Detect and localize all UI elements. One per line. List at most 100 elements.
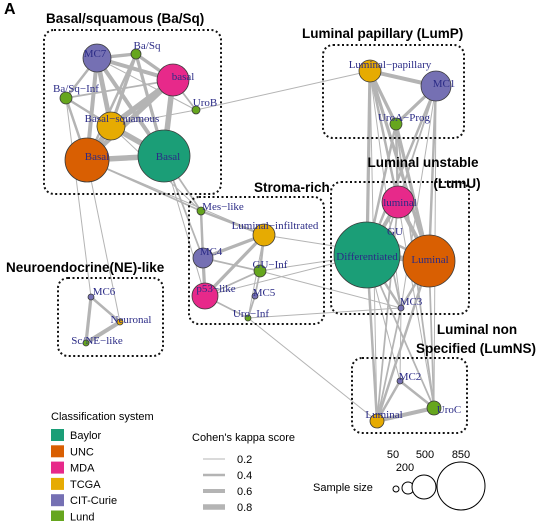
edge-UroInf-LuminalTCGA [247, 317, 378, 422]
edge-MC2-LuminalTCGA [375, 379, 402, 423]
node-label-MC7: MC7 [84, 48, 107, 60]
node-LumInf [252, 223, 276, 247]
kappa-label-0.4: 0.4 [237, 470, 252, 482]
lump-title: Luminal papillary (LumP) [302, 26, 463, 41]
size-label-200: 200 [396, 462, 414, 474]
node-label-LuminalTCGA: Luminal [365, 409, 402, 421]
node-MC1 [420, 70, 452, 102]
node-LuminalTCGA [369, 413, 385, 429]
node-BaSqLund [130, 48, 142, 60]
panel-label: A [4, 1, 16, 18]
node-GUInf [253, 264, 267, 278]
legend-swatch-Baylor [51, 429, 64, 441]
size-legend-title: Sample size [313, 482, 373, 494]
node-label-UroAProg: UroA−Prog [378, 112, 431, 124]
lumns-group-box [351, 357, 468, 434]
edge-LuminalTCGA-UroC [375, 406, 436, 423]
lump-group-box [322, 44, 465, 139]
node-label-luminalMDA: luminal [383, 197, 417, 209]
legend-label-Baylor: Baylor [70, 430, 102, 442]
size-label-850: 850 [452, 449, 470, 461]
node-layer [59, 43, 456, 429]
edge-luminalMDA-UroC [397, 201, 435, 409]
edge-BasalUNC-Neuronal [86, 159, 121, 323]
node-label-BasalBaylor: Basal [156, 151, 180, 163]
node-label-MC6: MC6 [93, 286, 116, 298]
lumu-title-line2: (LumU) [433, 176, 480, 191]
node-MesLike [196, 206, 206, 216]
node-MC7 [82, 43, 112, 73]
node-LuminalUNC [402, 234, 456, 288]
kappa-legend: Cohen's kappa score 0.2 0.4 0.6 0.8 [192, 432, 295, 514]
edge-MC1-LuminalUNC [427, 84, 438, 263]
ne-title: Neuroendocrine(NE)-like [6, 260, 165, 275]
node-label-UroB: UroB [193, 97, 217, 109]
legend-label-UNC: UNC [70, 446, 94, 458]
legend-label-Lund: Lund [70, 512, 94, 521]
stroma-title: Stroma-rich [254, 180, 330, 195]
stroma-group-box [188, 196, 325, 325]
node-label-LuminalUNC: Luminal [411, 254, 448, 266]
node-label-MC1: MC1 [433, 78, 456, 90]
node-label-MesLike: Mes−like [202, 201, 244, 213]
node-label-UroInf: Uro−Inf [233, 308, 269, 320]
edge-LumPap-LuminalUNC [368, 69, 431, 263]
node-UroAProg [389, 117, 403, 131]
node-label-LumInf: Luminal−infiltrated [232, 220, 319, 232]
node-label-Differentiated: Differentiated [336, 251, 398, 263]
node-label-LumPap: Luminal−papillary [349, 59, 432, 71]
node-label-MC4: MC4 [200, 246, 223, 258]
node-MC6 [87, 293, 95, 301]
node-label-MC5: MC5 [253, 287, 276, 299]
node-label-GU: GU [387, 226, 403, 238]
node-MC2 [396, 377, 404, 385]
node-MC5 [251, 292, 259, 300]
edge-UroB-LumPap [195, 70, 371, 111]
kappa-label-0.8: 0.8 [237, 502, 252, 514]
node-UroInf [244, 314, 252, 322]
edge-BaSqInf-basalMDA [65, 79, 174, 99]
size-circle-500 [411, 474, 437, 500]
edge-MC7-UroB [96, 57, 197, 111]
legend-label-CIT-Curie: CIT-Curie [70, 495, 117, 507]
node-BaSqInf [59, 91, 73, 105]
node-ScNE [82, 339, 90, 347]
lumns-title-line1: Luminal non [437, 322, 517, 337]
edge-MC6-Neuronal [89, 295, 122, 324]
node-BasalBaylor [137, 129, 191, 183]
node-UroB [191, 105, 201, 115]
node-UroC [426, 400, 442, 416]
node-p53 [191, 282, 219, 310]
size-circle-850 [436, 461, 486, 511]
node-label-UroC: UroC [437, 404, 461, 416]
node-label-layer: MC7 Ba/Sq basal Ba/Sq−Inf UroB Basal−squamous… [53, 40, 461, 421]
size-label-500: 500 [416, 449, 434, 461]
node-label-MC2: MC2 [399, 371, 422, 383]
legend-swatch-UNC [51, 445, 64, 458]
edge-GUInf-MC3 [259, 270, 402, 309]
node-basalMDA [156, 63, 190, 97]
kappa-legend-title: Cohen's kappa score [192, 432, 295, 444]
node-label-p53: p53−like [196, 283, 235, 295]
node-luminalMDA [381, 185, 415, 219]
node-Differentiated [333, 221, 401, 289]
edge-Neuronal-ScNE [84, 320, 122, 345]
node-BasalSq [96, 111, 126, 141]
lumu-title-line1: Luminal unstable [367, 155, 479, 170]
edge-LumInf-UroInf [247, 234, 265, 319]
edge-LuminalUNC-LuminalTCGA [375, 259, 431, 423]
lumns-title-line2: Specified (LumNS) [416, 341, 536, 356]
size-circle-50 [392, 485, 400, 493]
kappa-label-0.6: 0.6 [237, 486, 252, 498]
legend-swatch-CIT-Curie [51, 494, 64, 507]
edge-UroB-BasalSq [110, 109, 197, 127]
node-label-BasalUNC: Basal [85, 151, 109, 163]
legend-swatch-MDA [51, 461, 64, 474]
edge-BaSqInf-MC6 [65, 97, 92, 298]
group-boxes [43, 29, 470, 434]
size-legend: Sample size 50 200 500 850 [313, 449, 486, 511]
legend-swatch-Lund [51, 510, 64, 521]
edge-MC3-MC2 [399, 307, 402, 382]
legend-label-MDA: MDA [70, 463, 95, 475]
legend-swatch-TCGA [51, 477, 64, 490]
